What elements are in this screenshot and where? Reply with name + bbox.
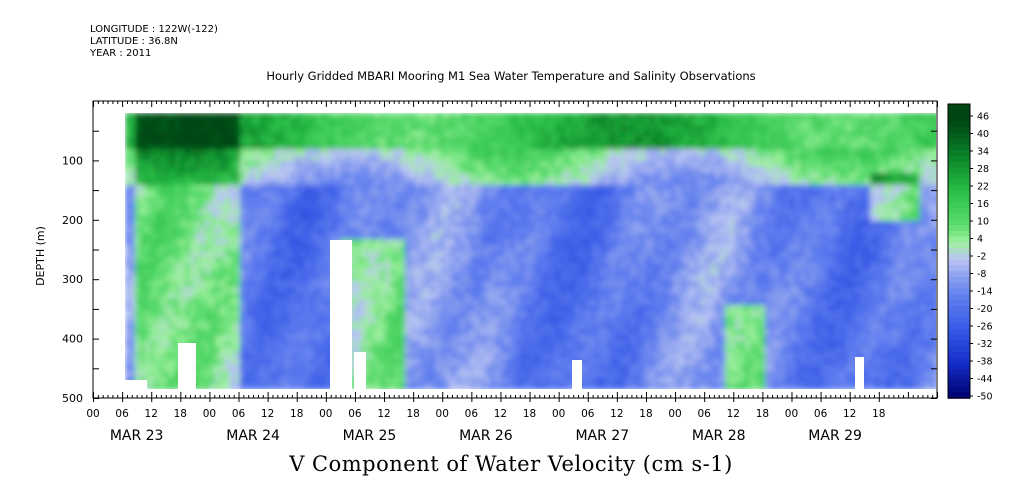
colorbar: 46 40 34 28 22 16 10 4 -2 -8 -14 -20 -26 -32 -38 -44 -50 (947, 103, 993, 403)
x-tick-label: 00 (668, 408, 681, 420)
x-tick-label: 06 (814, 408, 828, 420)
x-tick-label: 18 (523, 408, 536, 420)
x-tick-label: 00 (785, 408, 798, 420)
y-tick-label: 500 (62, 392, 83, 405)
colorbar-tick-label: 46 (977, 112, 989, 123)
colorbar-tick-label: -38 (977, 357, 993, 368)
x-tick-label: 18 (872, 408, 885, 420)
y-tick-label: 400 (62, 333, 83, 346)
y-tick-label: 300 (62, 273, 83, 286)
x-tick-label: 00 (86, 408, 99, 420)
x-day-label: MAR 27 (575, 428, 629, 444)
x-tick-label: 06 (465, 408, 479, 420)
x-tick-label: 18 (639, 408, 652, 420)
x-tick-label: 00 (203, 408, 216, 420)
x-tick-label: 12 (610, 408, 623, 420)
colorbar-tick-label: -50 (977, 392, 993, 403)
chart-title: Hourly Gridded MBARI Mooring M1 Sea Wate… (266, 69, 756, 83)
plot-area: 00 06 12 18 00 06 12 18 00 06 12 18 00 06 12 18 00 06 12 18… (62, 100, 938, 444)
x-tick-label: 06 (232, 408, 246, 420)
y-axis-ticks: 100 200 300 400 500 (62, 130, 937, 405)
x-day-label: MAR 24 (226, 428, 280, 444)
y-axis-label: DEPTH (m) (34, 226, 47, 286)
colorbar-tick-label: -14 (977, 287, 993, 298)
longitude-label: LONGITUDE : 122W(-122) (90, 24, 218, 35)
colorbar-tick-label: 34 (977, 147, 989, 158)
x-tick-label: 18 (290, 408, 303, 420)
x-day-label: MAR 25 (343, 428, 397, 444)
x-tick-label: 00 (552, 408, 565, 420)
colorbar-tick-label: 16 (977, 199, 989, 210)
x-axis-ticks: 00 06 12 18 00 06 12 18 00 06 12 18 00 06 12 18 00 06 12 18… (86, 101, 938, 444)
colorbar-tick-label: 28 (977, 164, 989, 175)
x-tick-label: 18 (174, 408, 187, 420)
x-tick-label: 12 (145, 408, 158, 420)
x-day-label: MAR 28 (692, 428, 746, 444)
x-tick-label: 12 (377, 408, 390, 420)
colorbar-tick-label: -8 (977, 269, 986, 280)
colorbar-tick-label: 10 (977, 217, 989, 228)
colorbar-tick-label: -2 (977, 252, 986, 263)
x-tick-label: 00 (436, 408, 449, 420)
colorbar-tick-label: -32 (977, 339, 993, 350)
x-tick-label: 18 (756, 408, 769, 420)
colorbar-tick-label: 4 (977, 234, 983, 245)
colorbar-tick-label: 40 (977, 129, 989, 140)
missing-data-areas (125, 240, 864, 389)
velocity-field (125, 113, 936, 389)
x-tick-label: 12 (727, 408, 740, 420)
latitude-label: LATITUDE : 36.8N (90, 36, 178, 47)
y-tick-label: 200 (62, 214, 83, 227)
x-tick-label: 12 (843, 408, 856, 420)
colorbar-tick-label: -26 (977, 322, 993, 333)
x-tick-label: 06 (348, 408, 362, 420)
colorbar-tick-label: 22 (977, 182, 989, 193)
x-tick-label: 06 (581, 408, 595, 420)
x-tick-label: 12 (261, 408, 274, 420)
year-label: YEAR : 2011 (90, 48, 152, 59)
x-tick-label: 06 (697, 408, 711, 420)
y-tick-label: 100 (62, 154, 83, 167)
x-day-label: MAR 29 (808, 428, 862, 444)
x-axis-label: V Component of Water Velocity (cm s-1) (289, 452, 733, 476)
colorbar-tick-label: -20 (977, 304, 993, 315)
colorbar-tick-label: -44 (977, 374, 993, 385)
x-day-label: MAR 23 (110, 428, 164, 444)
x-day-label: MAR 26 (459, 428, 513, 444)
x-tick-label: 12 (494, 408, 507, 420)
x-tick-label: 00 (319, 408, 332, 420)
x-tick-label: 06 (115, 408, 129, 420)
x-tick-label: 18 (406, 408, 419, 420)
